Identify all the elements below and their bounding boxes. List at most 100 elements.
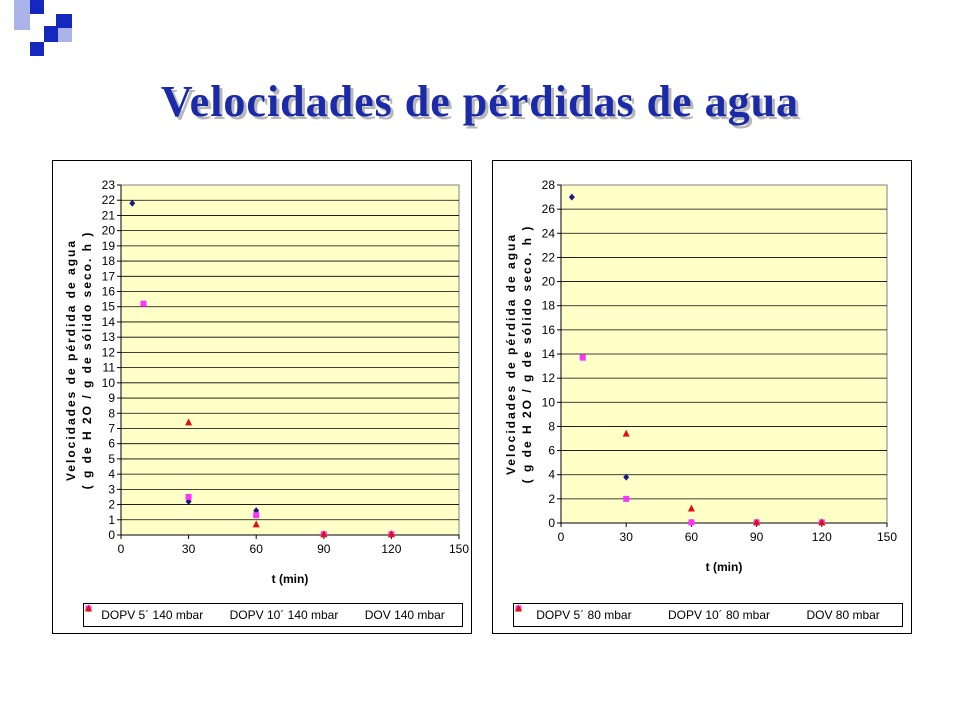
y-tick-label: 11 — [103, 361, 116, 375]
x-tick-label: 0 — [118, 542, 125, 556]
legend-item: DOPV 10´ 80 mbar — [515, 605, 771, 622]
x-tick-label: 90 — [317, 542, 331, 556]
deco-square — [14, 0, 30, 14]
deco-square — [56, 14, 72, 28]
x-tick-label: 120 — [812, 530, 832, 544]
deco-square — [30, 0, 44, 14]
plot-area — [120, 184, 460, 536]
y-tick-label: 10 — [542, 395, 556, 409]
y-tick-label: 20 — [102, 224, 116, 238]
y-tick-label: 1 — [108, 513, 115, 527]
y-tick-label: 18 — [102, 254, 116, 268]
data-point — [252, 520, 260, 528]
y-tick-label: 8 — [108, 406, 115, 420]
legend-item: DOPV 10´ 140 mbar — [85, 605, 339, 622]
y-axis-label: Velocidades de pérdida de agua — [504, 233, 518, 475]
x-tick-label: 150 — [449, 542, 469, 556]
x-tick-label: 30 — [620, 530, 634, 544]
y-tick-label: 16 — [542, 323, 556, 337]
legend-marker — [85, 604, 92, 612]
y-tick-label: 4 — [108, 467, 115, 481]
legend-marker-shape — [515, 604, 522, 612]
legend-label: DOV 140 mbar — [364, 608, 445, 622]
y-tick-label: 19 — [102, 239, 116, 253]
legend-label: DOPV 10´ 80 mbar — [667, 608, 771, 622]
y-tick-label: 12 — [102, 345, 116, 359]
x-axis-label: t (min) — [706, 560, 743, 574]
y-tick-label: 24 — [542, 226, 556, 240]
y-tick-label: 4 — [548, 468, 555, 482]
y-tick-label: 13 — [102, 330, 116, 344]
y-tick-label: 0 — [108, 528, 115, 542]
y-tick-label: 2 — [548, 492, 555, 506]
data-point — [320, 530, 328, 538]
y-tick-label: 16 — [102, 285, 116, 299]
x-tick-label: 150 — [877, 530, 897, 544]
y-tick-label: 2 — [108, 498, 115, 512]
legend-item: DOV 80 mbar — [515, 604, 880, 622]
chart-140-mbar-legend: DOPV 5´ 140 mbar DOPV 10´ 140 mbar DOV 140… — [83, 603, 463, 627]
y-axis-label: Velocidades de pérdida de agua — [64, 239, 78, 481]
data-point — [129, 199, 136, 207]
legend-label: DOPV 5´ 140 mbar — [101, 608, 204, 622]
legend-item: DOPV 5´ 140 mbar — [85, 605, 204, 622]
deco-square — [14, 14, 30, 30]
data-point — [623, 495, 630, 502]
chart-140-mbar: 0 1 2 3 4 5 6 7 8 9 10 11 12 13 14 15 16 17 18 19 20 21 22 23 0 3… — [52, 160, 472, 634]
y-tick-label: 18 — [542, 299, 556, 313]
y-tick-label: 14 — [102, 315, 116, 329]
deco-square — [58, 28, 72, 42]
y-tick-label: 23 — [102, 178, 116, 192]
data-point — [387, 530, 395, 538]
x-tick-label: 30 — [182, 542, 196, 556]
y-tick-label: 7 — [108, 421, 115, 435]
x-tick-label: 60 — [250, 542, 264, 556]
data-point — [818, 518, 826, 526]
legend-marker-shape — [85, 604, 92, 612]
data-point — [568, 193, 575, 201]
data-point — [753, 518, 761, 526]
legend-label: DOPV 10´ 140 mbar — [229, 608, 339, 622]
y-tick-label: 10 — [102, 376, 116, 390]
x-axis-label: t (min) — [272, 572, 309, 586]
data-point — [623, 473, 630, 481]
y-tick-label: 22 — [542, 250, 556, 264]
legend-label: DOV 80 mbar — [806, 608, 880, 622]
data-point — [253, 512, 260, 519]
deco-square — [30, 42, 44, 56]
legend-item: DOV 140 mbar — [85, 604, 445, 622]
slide-title: Velocidades de pérdidas de agua — [160, 77, 800, 126]
y-tick-label: 0 — [548, 516, 555, 530]
y-tick-label: 17 — [102, 269, 116, 283]
data-point — [688, 519, 695, 526]
y-tick-label: 14 — [542, 347, 556, 361]
x-tick-label: 0 — [558, 530, 565, 544]
legend-marker — [515, 604, 522, 612]
y-tick-label: 15 — [102, 300, 116, 314]
y-tick-label: 5 — [108, 452, 115, 466]
y-tick-label: 26 — [542, 202, 556, 216]
y-tick-label: 20 — [542, 275, 556, 289]
y-tick-label: 28 — [542, 178, 556, 192]
data-point — [185, 493, 192, 500]
deco-square — [44, 26, 58, 42]
x-tick-label: 120 — [381, 542, 401, 556]
chart-80-mbar: 0 2 4 6 8 10 12 14 16 18 20 22 24 26 28 0 30 60 90 120 150 t … — [492, 160, 912, 634]
x-tick-label: 60 — [685, 530, 699, 544]
data-point — [579, 354, 586, 361]
y-axis-label-units: ( g de H 2O / g de sólido seco. h ) — [520, 225, 534, 484]
legend-label: DOPV 5´ 80 mbar — [536, 608, 632, 622]
y-tick-label: 6 — [548, 444, 555, 458]
y-axis-label-units: ( g de H 2O / g de sólido seco. h ) — [80, 231, 94, 490]
y-tick-label: 12 — [542, 371, 556, 385]
y-tick-label: 8 — [548, 419, 555, 433]
x-tick-label: 90 — [750, 530, 764, 544]
legend-item: DOPV 5´ 80 mbar — [515, 605, 632, 622]
y-tick-label: 21 — [102, 208, 116, 222]
data-point — [622, 429, 630, 437]
data-point — [140, 300, 147, 307]
y-tick-label: 3 — [108, 482, 115, 496]
data-point — [185, 418, 193, 426]
